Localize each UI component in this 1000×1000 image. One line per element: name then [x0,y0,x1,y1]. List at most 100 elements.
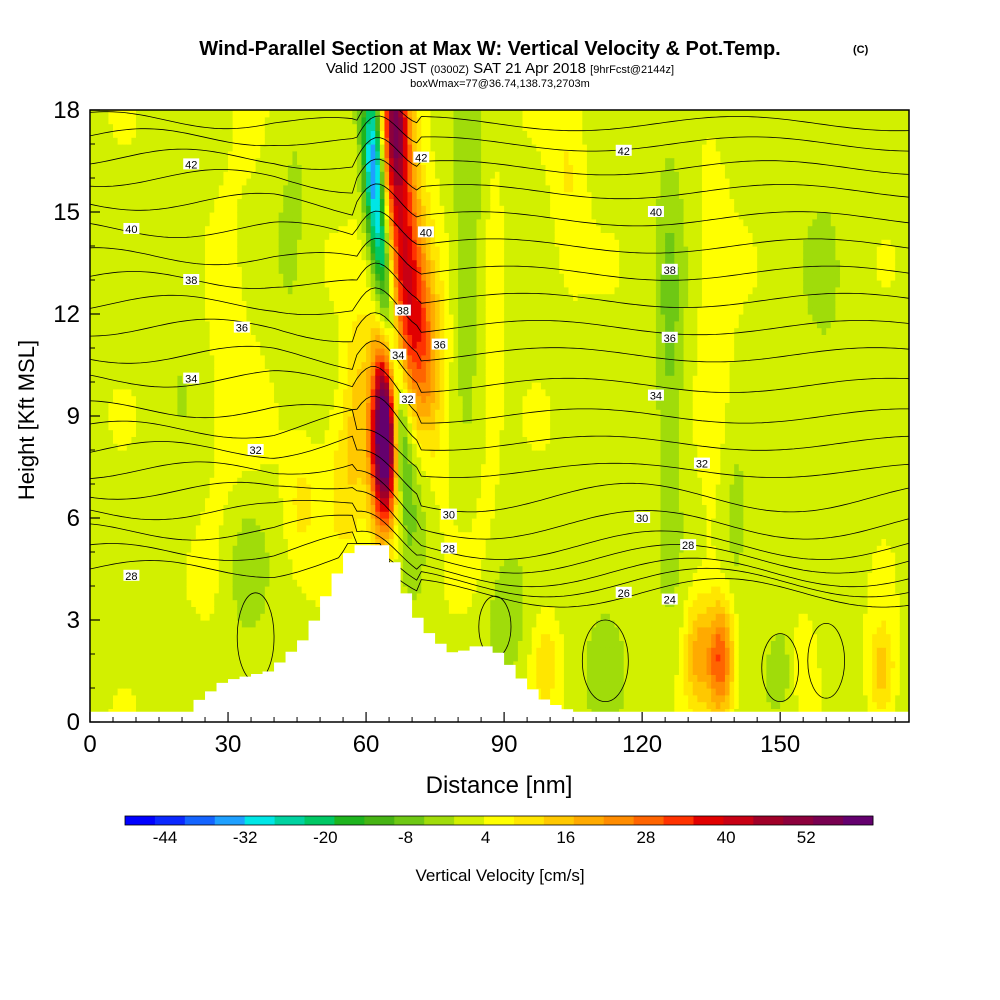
velocity-cell [187,355,192,362]
velocity-cell [177,572,182,579]
velocity-cell [173,525,178,532]
velocity-cell [205,593,210,600]
velocity-cell [104,266,109,273]
velocity-cell [223,491,228,498]
velocity-cell [200,491,205,498]
velocity-cell [131,158,136,165]
velocity-cell [173,484,178,491]
velocity-cell [104,538,109,545]
velocity-cell [108,600,113,607]
velocity-cell [104,178,109,185]
velocity-cell [173,375,178,382]
velocity-cell [99,198,104,205]
velocity-cell [118,260,123,267]
velocity-cell [219,198,224,205]
velocity-cell [118,396,123,403]
velocity-cell [108,627,113,634]
velocity-cell [168,239,173,246]
velocity-cell [141,423,146,430]
velocity-cell [90,253,95,260]
velocity-cell [228,484,233,491]
velocity-cell [145,178,150,185]
velocity-cell [177,164,182,171]
velocity-cell [90,171,95,178]
velocity-cell [127,158,132,165]
velocity-cell [159,668,164,675]
velocity-cell [168,246,173,253]
velocity-cell [214,144,219,151]
velocity-cell [187,606,192,613]
velocity-cell [223,260,228,267]
velocity-cell [99,348,104,355]
velocity-cell [108,212,113,219]
velocity-cell [228,627,233,634]
velocity-cell [99,294,104,301]
velocity-cell [168,328,173,335]
velocity-cell [131,321,136,328]
velocity-cell [191,498,196,505]
velocity-cell [127,586,132,593]
velocity-cell [122,117,127,124]
velocity-cell [99,314,104,321]
velocity-cell [182,341,187,348]
velocity-cell [99,436,104,443]
velocity-cell [127,266,132,273]
velocity-cell [219,498,224,505]
velocity-cell [210,334,215,341]
velocity-cell [214,647,219,654]
velocity-cell [223,586,228,593]
velocity-cell [219,606,224,613]
velocity-cell [113,307,118,314]
velocity-cell [205,654,210,661]
velocity-cell [108,328,113,335]
velocity-cell [154,572,159,579]
velocity-cell [131,341,136,348]
velocity-cell [191,171,196,178]
velocity-cell [113,572,118,579]
velocity-cell [150,402,155,409]
velocity-cell [145,634,150,641]
velocity-cell [223,362,228,369]
velocity-cell [95,654,100,661]
velocity-cell [237,266,242,273]
velocity-cell [200,192,205,199]
velocity-cell [228,668,233,675]
velocity-cell [113,117,118,124]
velocity-cell [95,158,100,165]
velocity-cell [131,409,136,416]
velocity-cell [145,280,150,287]
velocity-cell [150,375,155,382]
velocity-cell [99,164,104,171]
velocity-cell [233,158,238,165]
velocity-cell [159,586,164,593]
velocity-cell [118,110,123,117]
velocity-cell [164,640,169,647]
velocity-cell [187,246,192,253]
velocity-cell [99,559,104,566]
velocity-cell [90,572,95,579]
velocity-cell [141,110,146,117]
velocity-cell [164,457,169,464]
velocity-cell [191,226,196,233]
velocity-cell [150,239,155,246]
velocity-cell [136,627,141,634]
velocity-cell [131,314,136,321]
velocity-cell [164,314,169,321]
velocity-cell [210,219,215,226]
velocity-cell [173,661,178,668]
velocity-cell [187,457,192,464]
velocity-cell [168,144,173,151]
velocity-cell [219,491,224,498]
velocity-cell [182,566,187,573]
velocity-cell [90,232,95,239]
velocity-cell [164,484,169,491]
velocity-cell [228,130,233,137]
velocity-cell [136,525,141,532]
velocity-cell [108,246,113,253]
velocity-cell [131,668,136,675]
velocity-cell [205,294,210,301]
velocity-cell [108,409,113,416]
velocity-cell [118,321,123,328]
velocity-cell [113,124,118,131]
velocity-cell [223,205,228,212]
